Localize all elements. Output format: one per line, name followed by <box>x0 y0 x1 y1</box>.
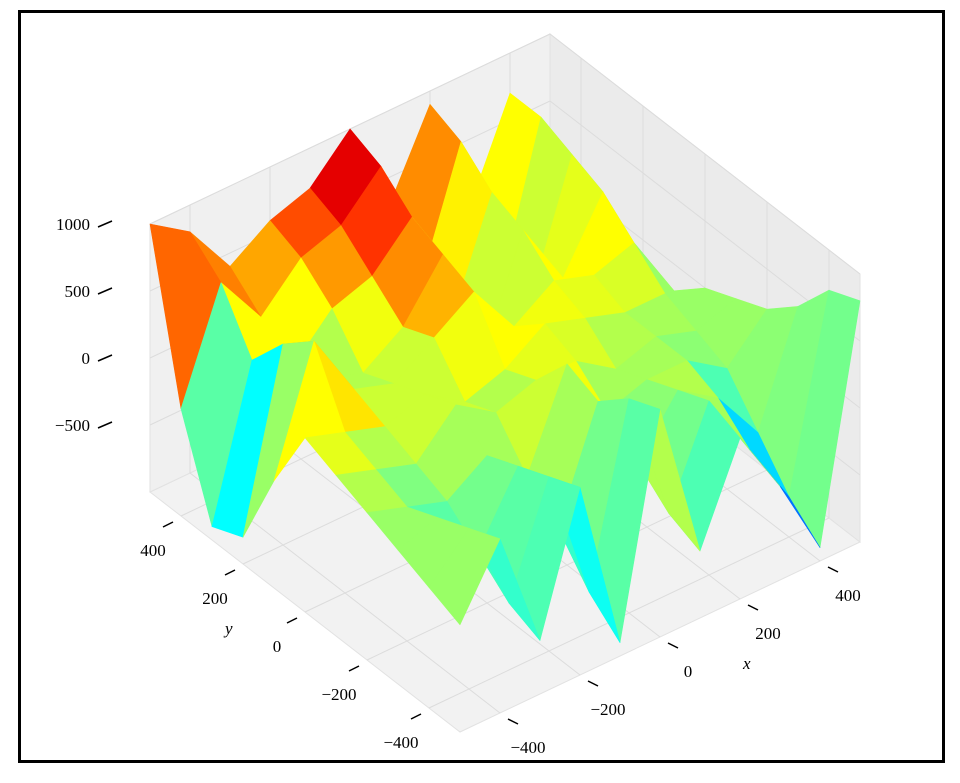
y-tick-label: 200 <box>202 589 228 608</box>
y-axis-label: y <box>223 619 233 638</box>
z-tick <box>97 220 113 228</box>
z-tick <box>97 354 113 362</box>
y-tick <box>224 569 236 576</box>
x-tick <box>747 604 759 611</box>
z-tick-label: −500 <box>55 416 90 435</box>
z-tick-label: 1000 <box>56 215 90 234</box>
axes: −400 −200 0 200 400 −400 −200 0 200 400 −500 0 500 10… <box>55 215 861 757</box>
y-tick-label: −400 <box>383 733 418 752</box>
surface <box>149 92 861 643</box>
x-axis-label: x <box>742 654 751 673</box>
y-tick <box>348 665 360 672</box>
y-tick-label: 0 <box>273 637 282 656</box>
z-tick <box>97 421 113 429</box>
y-tick <box>410 713 422 720</box>
x-tick-label: −200 <box>590 700 625 719</box>
x-tick-label: 200 <box>755 624 781 643</box>
z-tick-label: 0 <box>82 349 91 368</box>
x-tick-label: 0 <box>684 662 693 681</box>
grid-line <box>428 517 830 709</box>
x-tick <box>667 642 679 649</box>
x-tick <box>827 566 839 573</box>
z-tick <box>97 287 113 295</box>
grid-line <box>549 33 861 275</box>
frame <box>18 10 945 763</box>
x-tick-label: 400 <box>835 586 861 605</box>
x-tick <box>507 718 519 725</box>
y-tick-label: −200 <box>321 685 356 704</box>
y-tick-label: 400 <box>140 541 166 560</box>
y-tick <box>286 617 298 624</box>
x-tick-label: −400 <box>510 738 545 757</box>
y-tick <box>162 521 174 528</box>
x-tick <box>587 680 599 687</box>
surface-patch <box>428 527 501 626</box>
z-tick-label: 500 <box>65 282 91 301</box>
